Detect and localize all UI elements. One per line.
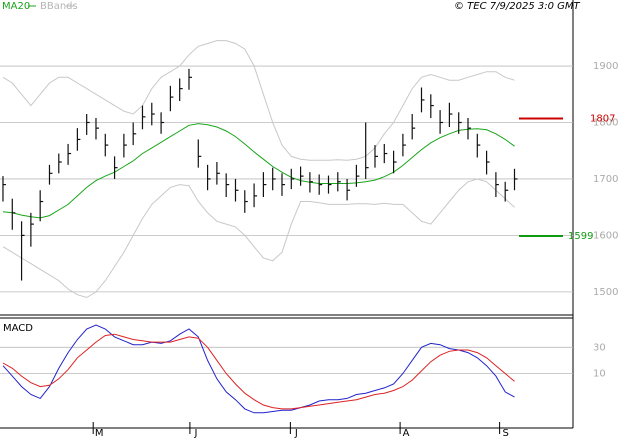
- macd-line: [2, 333, 515, 410]
- x-tick-label: J: [193, 428, 197, 439]
- y-tick-label: 1700: [593, 174, 618, 185]
- band-line: [2, 178, 515, 299]
- level-label: 1807: [590, 114, 615, 125]
- panel-title: MACD: [3, 323, 33, 334]
- x-tick-label: M: [95, 428, 104, 439]
- legend-entry: BBands: [40, 1, 78, 12]
- y-tick-label: 1800: [593, 118, 618, 129]
- y-tick-label: 10: [593, 369, 606, 380]
- source: © TEC 7/9/2025 3:0 GMT: [454, 1, 581, 12]
- y-tick-label: 1900: [593, 61, 618, 72]
- band-line: [2, 40, 515, 161]
- macd-line: [2, 324, 515, 414]
- x-tick-label: S: [502, 428, 508, 439]
- legend-entry: MA20: [2, 1, 30, 12]
- y-tick-label: 1600: [593, 230, 618, 241]
- level-label: 1599: [568, 231, 593, 242]
- y-tick-label: 30: [593, 342, 606, 353]
- x-tick-label: A: [403, 428, 410, 439]
- ma-line: [2, 123, 515, 219]
- x-tick-label: J: [294, 428, 298, 439]
- y-tick-label: 1500: [593, 287, 618, 298]
